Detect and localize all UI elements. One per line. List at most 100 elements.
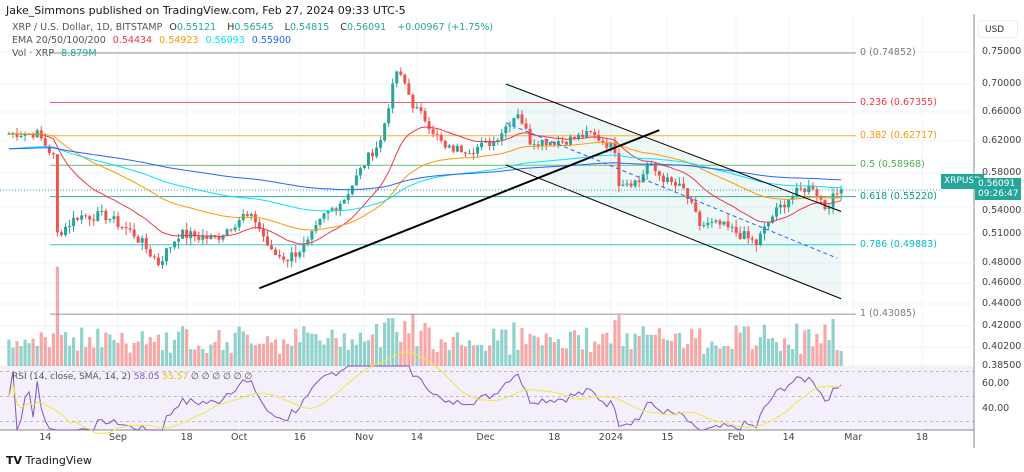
- volume-bar: [269, 342, 274, 366]
- volume-bar: [423, 322, 427, 366]
- symbol-tag: XRPUSD: [941, 174, 985, 189]
- candle-body: [55, 154, 59, 233]
- candle-body: [702, 225, 706, 227]
- volume-value: 8.879M: [61, 48, 97, 59]
- candle-body: [467, 153, 471, 155]
- volume-bar: [76, 350, 80, 366]
- volume-bar: [839, 351, 843, 366]
- volume-bar: [338, 346, 342, 366]
- volume-bar: [411, 314, 415, 366]
- candle-body: [205, 236, 209, 239]
- tradingview-logo[interactable]: 𝗧𝗩 TradingView: [6, 454, 92, 467]
- candle-body: [19, 135, 23, 138]
- candle-body: [750, 238, 754, 240]
- volume-bar: [181, 326, 185, 366]
- candle-body: [15, 133, 19, 138]
- volume-bar: [415, 346, 419, 366]
- candle-body: [88, 216, 92, 220]
- candle-body: [581, 134, 585, 138]
- volume-bar: [657, 328, 661, 366]
- volume-label: Vol · XRP: [12, 48, 55, 59]
- volume-bar: [47, 347, 51, 366]
- candle-body: [342, 199, 346, 204]
- candle-body: [249, 214, 253, 216]
- candle-body: [225, 229, 229, 236]
- volume-bar: [520, 328, 524, 366]
- volume-bar: [346, 349, 350, 366]
- volume-bar: [7, 339, 11, 366]
- volume-bar: [334, 338, 338, 366]
- candle-body: [193, 231, 197, 237]
- time-tick: 2024: [598, 432, 623, 443]
- volume-bar: [811, 346, 815, 366]
- candle-body: [451, 145, 455, 152]
- candle-body: [391, 83, 395, 109]
- volume-bar: [677, 333, 682, 366]
- volume-bar: [734, 325, 738, 366]
- time-tick: Nov: [355, 432, 374, 443]
- volume-bar: [455, 332, 459, 366]
- candle-body: [839, 189, 843, 194]
- volume-bar: [467, 340, 472, 366]
- bar-countdown: 09:26:47: [978, 189, 1019, 199]
- candle-body: [577, 134, 581, 139]
- volume-bar: [31, 338, 35, 366]
- candle-body: [330, 208, 334, 211]
- time-tick: Feb: [727, 432, 745, 443]
- volume-bar: [653, 334, 657, 366]
- candle-body: [496, 140, 500, 142]
- time-tick: 16: [293, 432, 306, 443]
- candle-body: [516, 114, 520, 119]
- volume-bar: [152, 341, 156, 366]
- rsi-label: RSI (14, close, SMA, 14, 2): [12, 372, 131, 382]
- ema100-value: 0.56093: [205, 35, 245, 46]
- price-tick: 0.58000: [982, 167, 1022, 178]
- volume-bar: [475, 344, 480, 366]
- volume-bar: [463, 346, 468, 366]
- volume-bar: [730, 348, 734, 366]
- volume-bar: [128, 352, 132, 366]
- time-tick: 18: [180, 432, 193, 443]
- volume-bar: [302, 326, 306, 366]
- candle-body: [282, 256, 286, 260]
- candle-body: [164, 248, 168, 262]
- volume-bar: [314, 333, 318, 366]
- price-tick: 0.44000: [982, 298, 1022, 309]
- volume-bar: [512, 322, 516, 366]
- candle-body: [31, 133, 35, 138]
- volume-bar: [758, 337, 762, 366]
- candle-body: [447, 145, 451, 148]
- candle-body: [63, 226, 67, 236]
- volume-bar: [282, 339, 286, 366]
- candle-body: [629, 183, 633, 187]
- volume-bar: [504, 329, 508, 366]
- candle-body: [152, 256, 156, 258]
- volume-bar: [617, 315, 621, 366]
- ema-legend: EMA 20/50/100/200 0.54434 0.54923 0.5609…: [12, 35, 295, 46]
- volume-bar: [585, 327, 589, 366]
- fib-level-label: 1 (0.43085): [860, 308, 916, 320]
- ema50-value: 0.54923: [159, 35, 199, 46]
- candle-body: [116, 216, 120, 228]
- candle-body: [366, 152, 370, 166]
- trendline: [259, 129, 660, 290]
- volume-bar: [205, 352, 209, 366]
- candle-body: [779, 204, 783, 208]
- candle-body: [694, 202, 698, 212]
- last-price-tag: 0.56091 09:26:47: [975, 178, 1021, 200]
- high-label: H: [227, 22, 235, 33]
- volume-bar: [265, 336, 270, 366]
- rsi-panel-bg: [0, 366, 974, 430]
- candle-body: [520, 114, 524, 124]
- currency-button[interactable]: USD: [978, 20, 1018, 38]
- volume-bar: [63, 332, 68, 366]
- candle-body: [649, 164, 653, 166]
- candle-body: [274, 249, 278, 256]
- candle-body: [173, 241, 177, 248]
- candle-body: [540, 139, 544, 146]
- candle-body: [661, 175, 665, 182]
- volume-bar: [669, 340, 674, 366]
- volume-bar: [750, 349, 754, 366]
- fib-level-label: 0.618 (0.55220): [860, 190, 937, 202]
